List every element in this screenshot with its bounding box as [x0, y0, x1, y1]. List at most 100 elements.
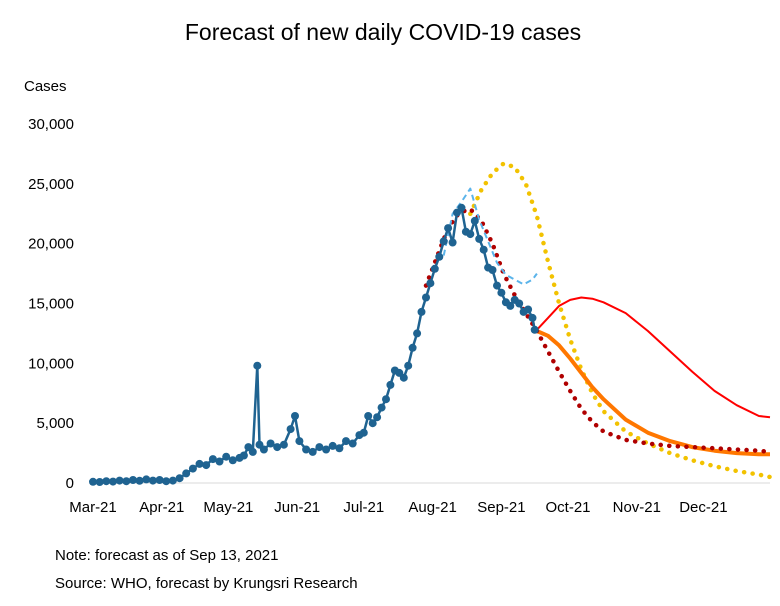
data-point — [109, 477, 117, 486]
x-tick-label: Jul-21 — [343, 499, 384, 516]
data-point — [266, 439, 275, 448]
y-tick-label: 5,000 — [36, 415, 74, 432]
data-point — [422, 293, 430, 302]
data-point — [228, 456, 237, 465]
data-point — [457, 203, 466, 212]
data-point — [386, 380, 395, 389]
data-point — [175, 474, 184, 483]
data-point — [308, 447, 317, 456]
data-point — [368, 419, 377, 428]
data-point — [448, 238, 457, 247]
plot-area — [89, 161, 773, 486]
data-point — [382, 395, 390, 404]
series-line-reported-cases-alternate- — [442, 187, 538, 286]
data-point — [413, 329, 422, 338]
data-point — [302, 445, 311, 454]
data-point — [286, 425, 295, 434]
data-point — [182, 469, 191, 478]
data-point — [497, 288, 506, 297]
data-point — [115, 476, 124, 485]
data-point — [142, 475, 151, 484]
data-point — [208, 455, 217, 464]
y-tick-label: 15,000 — [28, 296, 74, 313]
data-point — [364, 412, 373, 420]
data-point — [253, 361, 262, 370]
data-point — [435, 252, 444, 261]
data-point — [493, 281, 501, 290]
y-tick-label: 10,000 — [28, 355, 74, 372]
chart-title: Forecast of new daily COVID-19 cases — [185, 19, 581, 45]
data-point — [335, 444, 344, 453]
series-line-forecast-scenario-2 — [536, 296, 771, 419]
x-tick-label: Dec-21 — [679, 499, 727, 516]
data-point — [515, 299, 524, 308]
data-point — [466, 230, 475, 239]
data-point — [162, 477, 171, 486]
data-point — [222, 452, 231, 461]
data-point — [408, 343, 417, 352]
data-point — [195, 459, 204, 468]
data-point — [215, 457, 224, 466]
data-point — [377, 403, 386, 412]
y-tick-label: 25,000 — [28, 176, 74, 193]
data-point — [202, 461, 211, 470]
data-point — [430, 264, 439, 273]
x-tick-label: May-21 — [203, 499, 253, 516]
y-tick-label: 20,000 — [28, 236, 74, 253]
data-point — [328, 441, 337, 450]
data-point — [315, 443, 324, 452]
data-point — [122, 477, 131, 486]
data-point — [239, 451, 248, 460]
data-point — [470, 216, 479, 225]
data-point — [399, 373, 408, 382]
data-point — [135, 476, 144, 485]
series-line-forecast-scenario-4 — [423, 206, 773, 455]
data-point — [273, 443, 282, 452]
data-point — [322, 445, 331, 454]
data-point — [279, 440, 288, 449]
x-tick-label: Jun-21 — [274, 499, 320, 516]
x-tick-label: Sep-21 — [477, 499, 525, 516]
data-point — [530, 325, 539, 334]
source-text: Source: WHO, forecast by Krungsri Resear… — [55, 575, 358, 592]
data-point — [524, 305, 533, 314]
data-point — [95, 478, 104, 486]
y-axis-label: Cases — [24, 78, 67, 95]
data-point — [439, 237, 448, 246]
data-point — [148, 476, 157, 485]
data-point — [295, 437, 304, 446]
x-tick-label: Apr-21 — [139, 499, 184, 516]
series-line-forecast-scenario-1 — [468, 161, 773, 480]
data-point — [259, 445, 268, 454]
data-point — [155, 476, 164, 484]
data-point — [475, 234, 484, 243]
data-point — [404, 361, 413, 370]
series-line-forecast-scenario-3 — [536, 329, 770, 457]
data-point — [479, 245, 488, 254]
x-axis-ticks: Mar-21 Apr-21 May-21 Jun-21 Jul-21 Aug-21 Sep-… — [69, 499, 727, 516]
data-point — [129, 476, 137, 484]
note-text: Note: forecast as of Sep 13, 2021 — [55, 547, 278, 564]
y-tick-label: 30,000 — [28, 116, 74, 133]
data-point — [89, 477, 97, 486]
data-point — [444, 224, 453, 233]
data-point — [506, 301, 515, 310]
data-point — [417, 307, 426, 316]
x-tick-label: Aug-21 — [408, 499, 456, 516]
data-point — [248, 447, 257, 456]
data-point — [168, 476, 177, 485]
y-axis-ticks: 0 5,000 10,000 15,000 20,000 25,000 30,000 — [28, 116, 74, 492]
data-point — [348, 439, 357, 448]
data-point — [426, 279, 435, 288]
data-point — [488, 266, 497, 274]
data-point — [291, 412, 299, 420]
data-point — [342, 437, 350, 446]
x-tick-label: Oct-21 — [546, 499, 591, 516]
data-point — [102, 477, 111, 486]
x-tick-label: Nov-21 — [613, 499, 661, 516]
x-tick-label: Mar-21 — [69, 499, 117, 516]
data-point — [188, 464, 197, 473]
data-point — [528, 313, 537, 322]
y-tick-label: 0 — [66, 475, 74, 492]
